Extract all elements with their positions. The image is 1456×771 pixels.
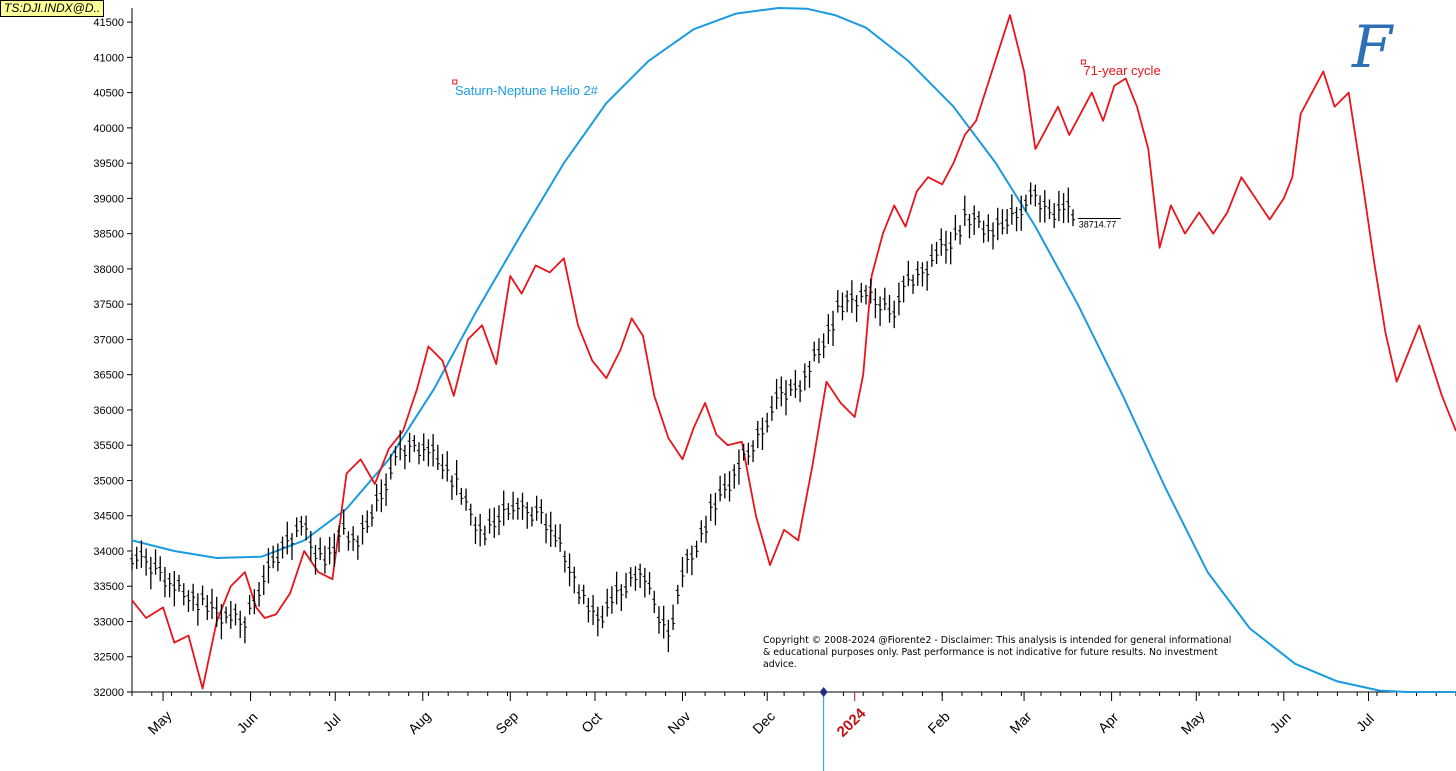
symbol-label: TS:DJI.INDX@D.. [0, 0, 105, 17]
y-tick-label: 39500 [93, 158, 124, 170]
y-tick-label: 32500 [93, 652, 124, 664]
y-tick-label: 40000 [93, 123, 124, 135]
cursor-marker [819, 687, 828, 697]
y-tick-label: 34500 [93, 511, 124, 523]
y-tick-label: 41000 [93, 52, 124, 64]
x-tick-label: Mar [1006, 708, 1035, 737]
y-tick-label: 38000 [93, 264, 124, 276]
y-tick-label: 36000 [93, 405, 124, 417]
helio-series-label: Saturn-Neptune Helio 2# [455, 83, 599, 98]
x-tick-label: Feb [924, 708, 953, 737]
x-tick-label: Aug [405, 708, 434, 737]
series-layer [130, 7, 1456, 693]
y-tick-label: 34000 [93, 546, 124, 558]
y-tick-label: 37000 [93, 334, 124, 346]
y-tick-label: 32000 [93, 687, 124, 699]
y-tick-label: 38500 [93, 229, 124, 241]
x-tick-label: Jun [1267, 709, 1294, 736]
x-tick-label: Jun [233, 709, 260, 736]
x-tick-label: Oct [578, 709, 605, 736]
x-tick-label: Apr [1095, 709, 1122, 736]
x-tick-label: 2024 [834, 705, 870, 741]
x-tick-label: Dec [749, 708, 778, 737]
y-tick-label: 37500 [93, 299, 124, 311]
last-price-label: 38714.77 [1079, 220, 1117, 230]
labels-layer: 32000 32500 33000 33500 34000 34500 35000 35500… [93, 17, 1377, 741]
y-tick-label: 35000 [93, 475, 124, 487]
annotation-marker [1080, 59, 1086, 65]
y-tick-label: 33000 [93, 616, 124, 628]
y-tick-label: 33500 [93, 581, 124, 593]
x-tick-label: Jul [1353, 710, 1377, 734]
x-tick-label: May [1178, 707, 1208, 737]
x-tick-label: May [145, 707, 175, 737]
x-tick-label: Jul [320, 710, 344, 734]
helio-curve [131, 7, 1456, 693]
cycle-series-label: 71-year cycle [1083, 63, 1160, 78]
price-bars [130, 182, 1121, 653]
y-tick-label: 40500 [93, 88, 124, 100]
annotation-marker [452, 79, 458, 85]
fiorente-logo: F [1352, 13, 1393, 81]
y-tick-label: 39000 [93, 193, 124, 205]
cycle-curve [131, 14, 1456, 690]
x-tick-label: Nov [664, 708, 693, 737]
y-tick-label: 41500 [93, 17, 124, 29]
disclaimer-text: Copyright © 2008-2024 @Fiorente2 - Discl… [763, 635, 1232, 670]
y-tick-label: 35500 [93, 440, 124, 452]
x-tick-label: Sep [492, 708, 521, 737]
y-tick-label: 36500 [93, 370, 124, 382]
axes-layer [127, 8, 1456, 771]
